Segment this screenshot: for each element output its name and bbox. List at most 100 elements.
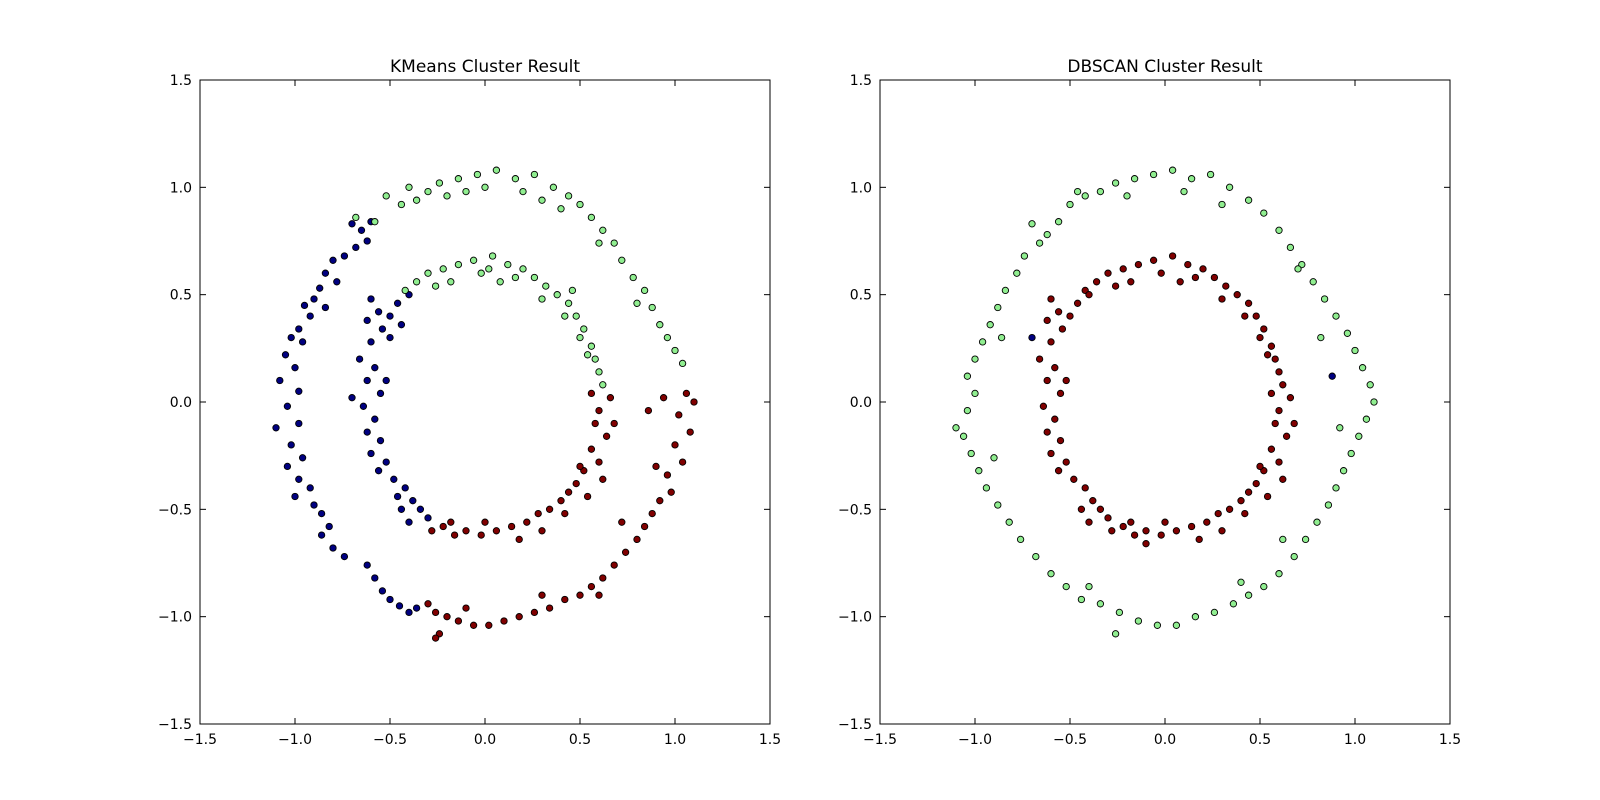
scatter-point: [599, 574, 607, 582]
scatter-point: [1339, 467, 1348, 475]
scatter-point: [994, 501, 1002, 509]
scatter-point: [606, 394, 615, 402]
scatter-point: [306, 312, 314, 320]
scatter-point: [310, 295, 318, 303]
y-tick-label: 1.5: [850, 73, 872, 89]
scatter-point: [1104, 269, 1112, 277]
scatter-point: [576, 591, 584, 599]
scatter-point: [1134, 260, 1143, 269]
scatter-point: [648, 509, 656, 518]
scatter-point: [640, 522, 649, 531]
scatter-point: [295, 387, 303, 395]
scatter-point: [1172, 527, 1181, 535]
scatter-point: [1176, 278, 1184, 286]
scatter-point: [401, 484, 409, 492]
scatter-point: [1047, 338, 1055, 346]
scatter-point: [1187, 175, 1196, 183]
scatter-point: [1324, 501, 1333, 509]
scatter-point: [1244, 591, 1253, 599]
x-tick-label: −1.0: [958, 732, 992, 748]
x-tick-label: 0.5: [1249, 732, 1271, 748]
scatter-point: [1054, 308, 1063, 316]
scatter-point: [1096, 187, 1105, 196]
scatter-point: [367, 338, 375, 346]
scatter-point: [545, 604, 554, 612]
scatter-point: [329, 544, 337, 552]
scatter-point: [1275, 406, 1283, 415]
scatter-point: [576, 333, 584, 342]
scatter-point: [424, 514, 432, 522]
scatter-point: [542, 282, 550, 290]
scatter-point: [1153, 621, 1162, 629]
scatter-point: [599, 475, 607, 483]
scatter-point: [1005, 518, 1013, 526]
scatter-point: [287, 333, 295, 342]
scatter-point: [538, 591, 546, 599]
scatter-point: [412, 278, 421, 286]
scatter-point: [1347, 449, 1355, 458]
scatter-point: [1301, 535, 1310, 544]
plot-frame: [199, 79, 771, 725]
scatter-point: [633, 299, 641, 307]
scatter-point: [1237, 497, 1245, 505]
scatter-point: [428, 527, 436, 535]
x-tick-label: 1.5: [759, 732, 781, 748]
scatter-point: [963, 372, 972, 380]
scatter-point: [283, 462, 292, 471]
scatter-point: [1282, 432, 1291, 440]
scatter-point: [633, 535, 641, 544]
scatter-point: [1119, 265, 1127, 273]
scatter-point: [1081, 192, 1089, 200]
scatter-point: [1362, 415, 1371, 423]
scatter-point: [1001, 286, 1010, 295]
scatter-point: [1199, 265, 1207, 273]
scatter-point: [511, 273, 520, 282]
y-tick-label: 1.0: [850, 180, 872, 196]
scatter-point: [298, 338, 307, 346]
scatter-point: [295, 325, 303, 333]
scatter-point: [1077, 505, 1086, 513]
scatter-point: [671, 441, 679, 449]
scatter-point: [1195, 535, 1203, 544]
scatter-point: [599, 381, 607, 389]
x-tick-label: 1.0: [1344, 732, 1366, 748]
scatter-point: [397, 200, 406, 209]
scatter-point: [431, 608, 440, 617]
scatter-point: [1225, 183, 1234, 191]
scatter-point: [1047, 295, 1055, 303]
scatter-point: [447, 518, 455, 526]
scatter-point: [443, 192, 451, 200]
scatter-point: [994, 303, 1002, 312]
scatter-point: [1111, 630, 1120, 638]
scatter-point: [515, 535, 523, 544]
scatter-point: [1119, 522, 1127, 531]
scatter-point: [1161, 518, 1169, 526]
scatter-point: [644, 406, 653, 415]
scatter-point: [1028, 333, 1036, 342]
scatter-point: [371, 218, 379, 226]
scatter-point: [545, 505, 554, 513]
scatter-point: [587, 389, 596, 398]
scatter-point: [971, 389, 979, 398]
scatter-point: [1336, 424, 1344, 432]
scatter-point: [291, 492, 299, 501]
scatter-point: [363, 316, 371, 325]
scatter-point: [1066, 312, 1074, 320]
scatter-point: [469, 621, 478, 629]
y-tick-label: 0.0: [170, 395, 192, 411]
scatter-point: [1286, 243, 1295, 252]
scatter-point: [504, 260, 512, 269]
scatter-point: [1085, 518, 1093, 526]
scatter-point: [519, 265, 527, 273]
scatter-point: [1275, 458, 1283, 466]
scatter-point: [382, 458, 390, 466]
scatter-point: [405, 518, 413, 526]
scatter-point: [621, 548, 630, 556]
scatter-point: [1317, 333, 1325, 342]
scatter-point: [462, 527, 470, 535]
scatter-point: [395, 602, 404, 610]
scatter-point: [1263, 492, 1272, 501]
scatter-point: [1206, 170, 1215, 179]
scatter-point: [1267, 445, 1276, 453]
